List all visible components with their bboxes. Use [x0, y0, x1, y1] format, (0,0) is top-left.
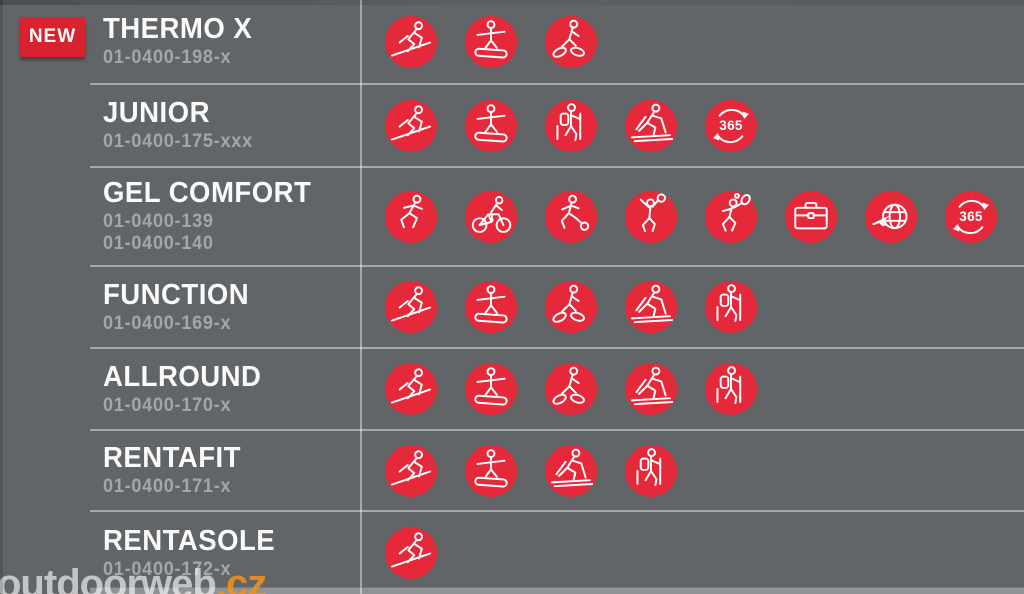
cross-country-ski-icon	[625, 99, 677, 152]
product-code: 01-0400-171-x	[103, 476, 232, 497]
cycling-icon	[465, 190, 517, 243]
product-row: RENTAFIT 01-0400-171-x	[90, 429, 1024, 510]
ski-icon	[385, 99, 437, 152]
product-code: 01-0400-172-x	[103, 558, 232, 580]
watermark-tld: .cz	[215, 562, 267, 594]
product-name-cell: FUNCTION 01-0400-169-x	[90, 267, 360, 347]
product-code: 01-0400-169-x	[103, 312, 232, 334]
product-name-cell: JUNIOR 01-0400-175-xxx	[90, 85, 360, 166]
hiking-icon	[625, 444, 677, 497]
365-label: 365	[719, 118, 743, 133]
product-name: THERMO X	[103, 13, 253, 45]
activity-icons	[360, 349, 1024, 429]
activity-icons: 365	[360, 168, 1024, 265]
cross-country-ski-icon	[545, 444, 597, 497]
product-name: ALLROUND	[103, 360, 262, 393]
snowboard-icon	[465, 99, 517, 152]
product-codes: 01-0400-171-x	[103, 476, 360, 497]
column-divider	[360, 0, 362, 594]
product-name-cell: THERMO X 01-0400-198-x	[90, 0, 360, 83]
snowboard-icon	[465, 363, 517, 415]
tennis-icon	[705, 190, 757, 243]
product-name-cell: ALLROUND 01-0400-170-x	[90, 349, 360, 429]
product-name-cell: RENTAFIT 01-0400-171-x	[90, 431, 360, 510]
product-row: RENTASOLE 01-0400-172-x	[90, 510, 1024, 594]
activity-icons	[360, 431, 1024, 510]
product-codes: 01-0400-169-x	[103, 313, 360, 334]
product-code: 01-0400-139	[103, 211, 214, 232]
product-code: 01-0400-198-x	[103, 47, 232, 68]
volleyball-icon	[625, 190, 677, 243]
activity-icons	[360, 267, 1024, 347]
activity-icons: 365	[360, 85, 1024, 166]
365-icon: 365	[945, 190, 997, 243]
snowboard-icon	[465, 444, 517, 497]
business-icon	[785, 190, 837, 243]
hiking-icon	[705, 281, 757, 333]
running-icon	[385, 190, 437, 243]
cross-country-ski-icon	[625, 363, 677, 415]
product-row: JUNIOR 01-0400-175-xxx 365	[90, 83, 1024, 166]
365-icon: 365	[705, 99, 757, 152]
product-codes: 01-0400-198-x	[103, 47, 360, 68]
snowshoe-icon	[545, 281, 597, 333]
activity-icons	[360, 0, 1024, 83]
product-codes: 01-0400-139 01-0400-140	[103, 211, 360, 254]
product-table: THERMO X 01-0400-198-x JUNIOR 01-0400-17…	[90, 0, 1024, 594]
product-codes: 01-0400-172-x	[103, 559, 360, 580]
product-row: GEL COMFORT 01-0400-139 01-0400-140 365	[90, 166, 1024, 265]
365-label: 365	[959, 209, 983, 224]
product-code: 01-0400-140	[103, 233, 214, 254]
ski-icon	[385, 363, 437, 415]
page-edge-shadow-left	[0, 0, 3, 594]
hiking-icon	[545, 99, 597, 152]
product-code: 01-0400-175-xxx	[103, 131, 253, 152]
hiking-icon	[705, 363, 757, 415]
cross-country-ski-icon	[625, 281, 677, 333]
ski-icon	[385, 444, 437, 497]
product-name: FUNCTION	[103, 278, 250, 311]
snowboard-icon	[465, 15, 517, 68]
ski-icon	[385, 15, 437, 68]
soccer-icon	[545, 190, 597, 243]
product-codes: 01-0400-175-xxx	[103, 131, 360, 152]
snowshoe-icon	[545, 15, 597, 68]
page-bottom-strip	[90, 587, 1024, 594]
product-name-cell: GEL COMFORT 01-0400-139 01-0400-140	[90, 168, 360, 265]
new-badge: NEW	[20, 17, 85, 57]
snowboard-icon	[465, 281, 517, 333]
activity-icons	[360, 512, 1024, 594]
watermark: outdoorweb.cz	[0, 562, 267, 594]
product-row: FUNCTION 01-0400-169-x	[90, 265, 1024, 347]
snowshoe-icon	[545, 363, 597, 415]
watermark-name: outdoorweb	[0, 562, 217, 594]
product-name-cell: RENTASOLE 01-0400-172-x	[90, 512, 360, 594]
travel-icon	[865, 190, 917, 243]
ski-icon	[385, 527, 437, 579]
product-code: 01-0400-170-x	[103, 394, 232, 416]
page-edge-shadow-top	[0, 0, 1024, 5]
product-name: RENTASOLE	[103, 524, 276, 557]
product-codes: 01-0400-170-x	[103, 395, 360, 416]
product-row: THERMO X 01-0400-198-x	[90, 0, 1024, 83]
ski-icon	[385, 281, 437, 333]
product-name: JUNIOR	[103, 97, 210, 129]
product-name: GEL COMFORT	[103, 177, 312, 209]
product-name: RENTAFIT	[103, 442, 241, 474]
product-row: ALLROUND 01-0400-170-x	[90, 347, 1024, 429]
